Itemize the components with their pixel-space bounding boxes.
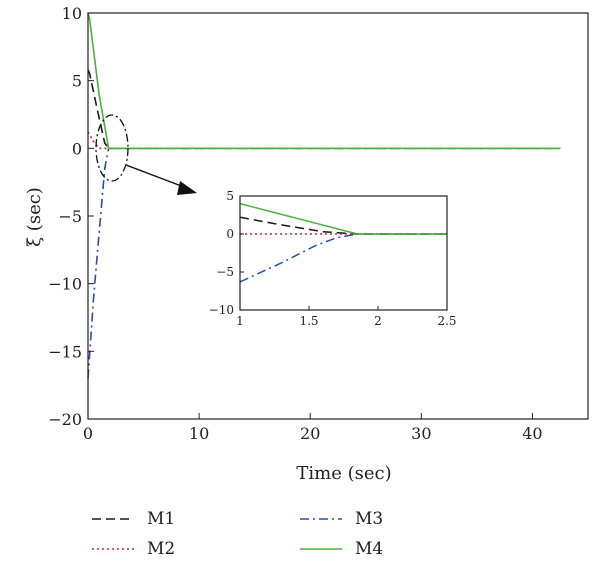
inset-plot: 1 1.5 2 2.5 −10 −5 0 5 [209, 189, 457, 328]
y-axis-label: ξ (sec) [24, 187, 45, 247]
inset-series-m3 [239, 233, 447, 283]
x-tick-label: 10 [189, 424, 209, 443]
y-tick-label: 10 [62, 4, 82, 23]
x-tick-label: 0 [83, 424, 93, 443]
series-m2 [87, 131, 561, 150]
inset-x-tick-label: 1 [236, 314, 244, 328]
zoom-arrow-line [125, 164, 185, 188]
legend-label-m2: M2 [147, 539, 175, 559]
zoom-ellipse [95, 114, 129, 182]
y-tick-label: −5 [58, 207, 82, 226]
zoom-arrow-head [177, 181, 197, 195]
x-tick-label: 20 [300, 424, 320, 443]
y-tick-label: −20 [48, 410, 82, 429]
inset-plot-frame [239, 195, 448, 311]
y-tick-label: 5 [72, 72, 82, 91]
series-m4 [87, 12, 561, 150]
inset-background [240, 196, 447, 310]
x-tick-label: 40 [522, 424, 542, 443]
legend: M1 M2 M3 M4 [92, 509, 383, 559]
y-tick-label: −10 [48, 275, 82, 294]
legend-label-m4: M4 [355, 539, 383, 559]
x-tick-label: 30 [411, 424, 431, 443]
zoom-annotation [95, 114, 197, 195]
series-m1 [87, 69, 561, 150]
inset-y-tick-label: 5 [226, 189, 234, 203]
y-tick-label: 0 [72, 139, 82, 158]
legend-label-m3: M3 [355, 509, 383, 529]
inset-y-tick-label: −5 [216, 265, 234, 279]
y-tick-label: −15 [48, 342, 82, 361]
inset-x-tick-label: 2.5 [437, 314, 456, 328]
inset-y-tick-label: 0 [226, 227, 234, 241]
inset-y-tick-label: −10 [209, 303, 234, 317]
inset-x-tick-label: 1.5 [299, 314, 318, 328]
inset-x-tick-label: 2 [374, 314, 382, 328]
inset-series-m4 [239, 202, 447, 235]
x-axis-label: Time (sec) [296, 463, 391, 484]
legend-label-m1: M1 [147, 509, 175, 529]
